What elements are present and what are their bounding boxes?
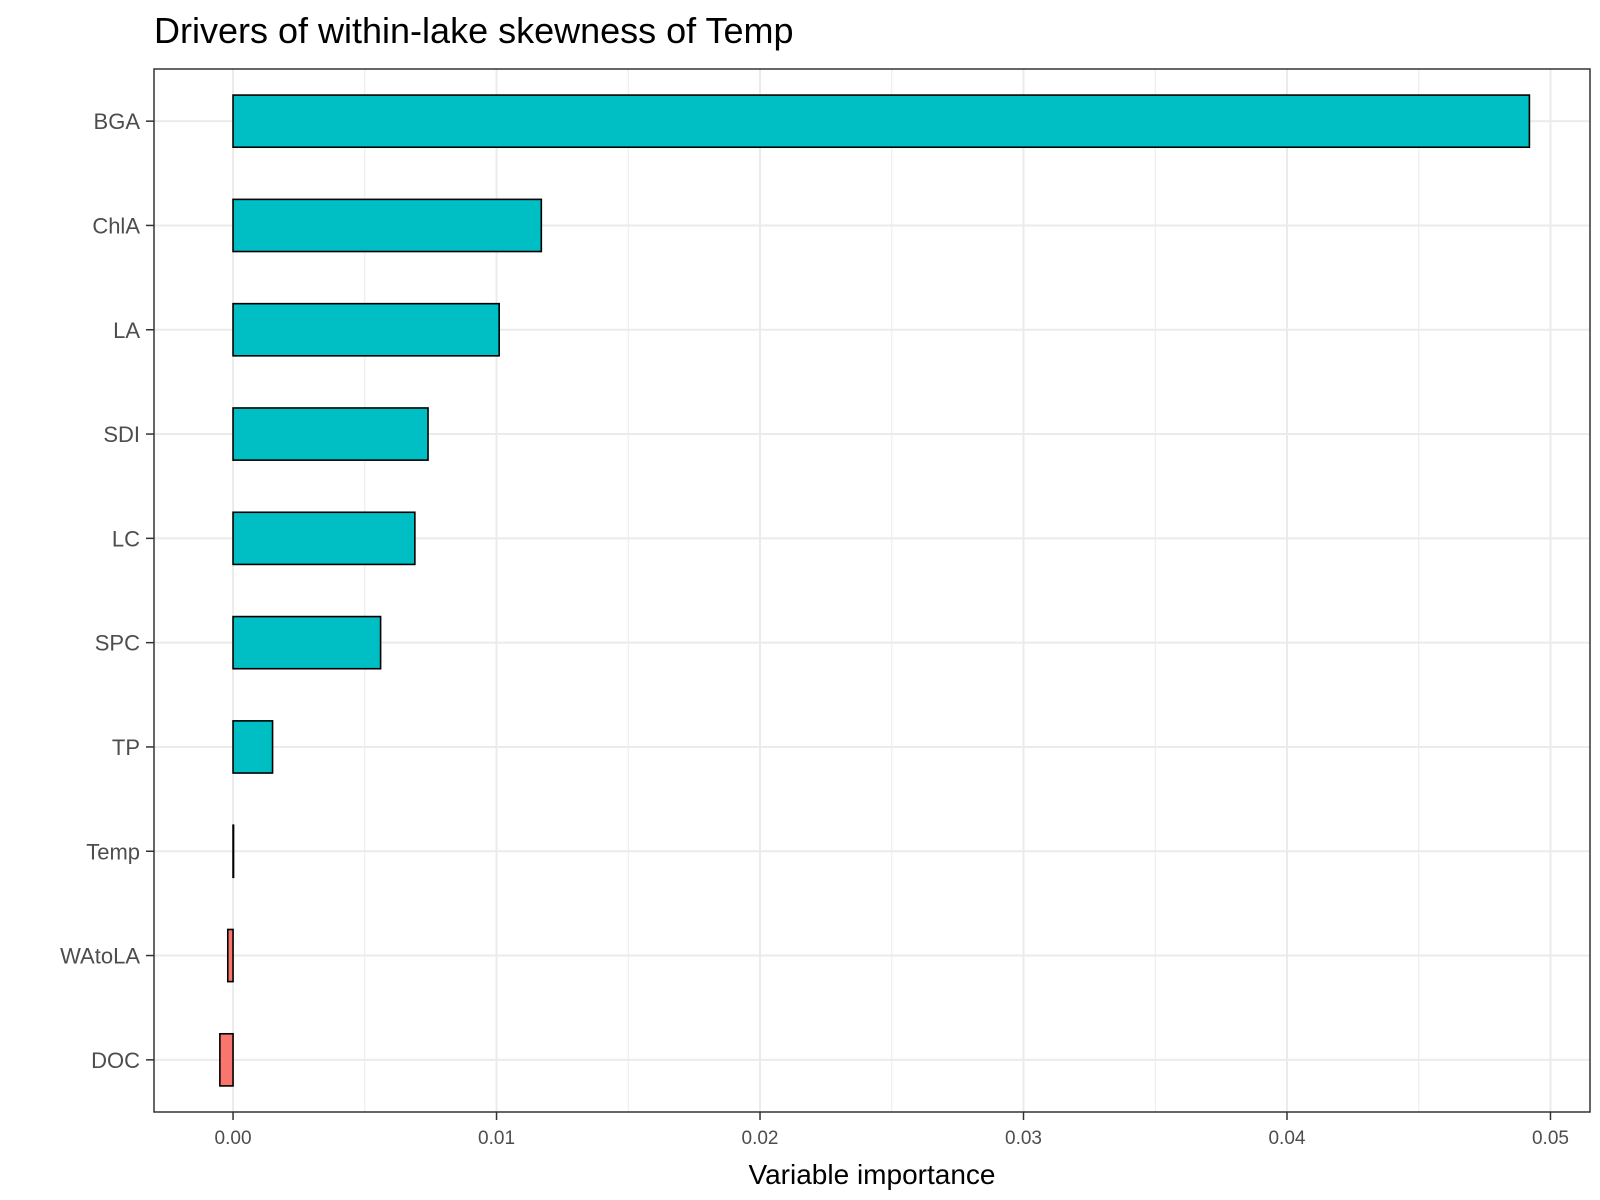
y-tick-label: SPC: [95, 631, 140, 656]
bar-sdi: [232, 407, 429, 461]
panel-border: [153, 68, 1591, 1113]
bar-lc: [232, 511, 416, 566]
bar-spc: [232, 615, 382, 670]
chart-title: Drivers of within-lake skewness of Temp: [154, 10, 794, 51]
y-tick-label: TP: [112, 735, 140, 760]
y-axis: BGA ChlA LA SDI LC SPC TP Temp WAtoLA DOC: [60, 109, 154, 1073]
y-tick-label: LC: [112, 526, 140, 551]
bar-la: [232, 302, 500, 357]
bar-bga: [232, 94, 1531, 149]
bars: [219, 94, 1531, 1087]
bar-doc: [219, 1032, 234, 1087]
x-tick-label: 0.02: [742, 1128, 779, 1149]
y-tick-label: BGA: [94, 109, 141, 134]
x-tick-label: 0.04: [1268, 1128, 1305, 1149]
x-axis-title: Variable importance: [749, 1159, 996, 1190]
y-tick-label: LA: [113, 318, 140, 343]
x-tick-label: 0.01: [478, 1128, 515, 1149]
x-tick-label: 0.00: [215, 1128, 252, 1149]
y-tick-label: ChlA: [92, 213, 140, 238]
x-tick-label: 0.03: [1005, 1128, 1042, 1149]
x-tick-label: 0.05: [1532, 1128, 1569, 1149]
y-tick-label: DOC: [91, 1048, 140, 1073]
bar-tp: [232, 720, 274, 774]
y-tick-label: WAtoLA: [60, 944, 140, 969]
bar-chla: [232, 198, 543, 253]
bar-watola: [226, 928, 234, 983]
bar-temp: [232, 824, 235, 879]
x-axis: 0.00 0.01 0.02 0.03 0.04 0.05: [215, 1112, 1569, 1149]
y-tick-label: Temp: [86, 839, 140, 864]
y-tick-label: SDI: [103, 422, 140, 447]
